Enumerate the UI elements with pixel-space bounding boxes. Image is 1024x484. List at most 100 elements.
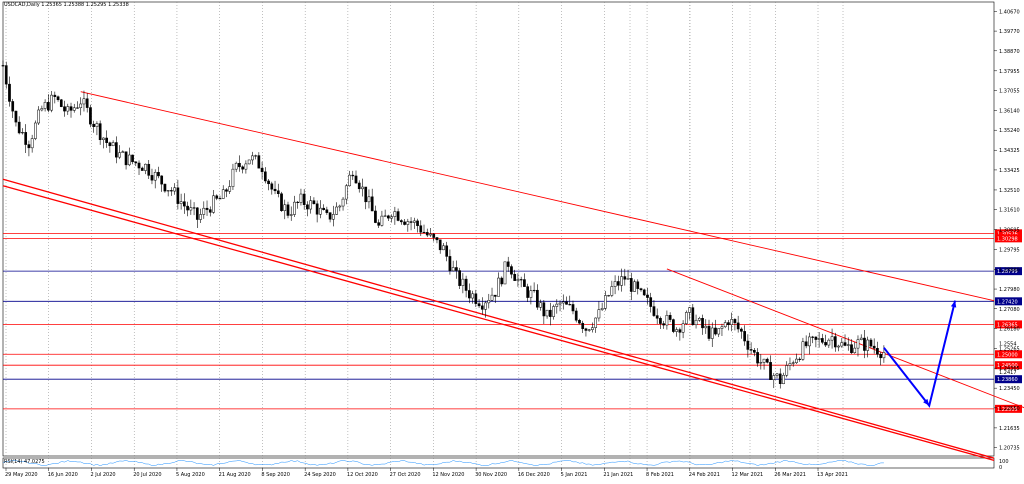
candle-body <box>626 278 630 280</box>
candle-body <box>199 214 202 220</box>
candle-body <box>662 323 666 326</box>
candle-body <box>325 209 329 213</box>
candle-body <box>464 278 468 291</box>
candle-body <box>733 319 737 324</box>
candle-body <box>574 310 578 321</box>
level-price-label: 1.22505 <box>997 407 1018 413</box>
candle-body <box>510 266 513 275</box>
candle-body <box>850 344 853 353</box>
candle-body <box>92 123 96 127</box>
candle-body <box>166 190 170 192</box>
candle-body <box>79 103 83 109</box>
candle-body <box>357 182 361 190</box>
candle-body <box>471 293 474 299</box>
candle-body <box>814 336 818 340</box>
candle-body <box>629 278 633 292</box>
candle-body <box>468 290 471 299</box>
candle-body <box>383 215 387 217</box>
candle-body <box>422 231 426 234</box>
candle-body <box>568 304 572 306</box>
candle-body <box>707 325 711 339</box>
candle-body <box>752 350 756 353</box>
candle-body <box>299 193 303 203</box>
candle-body <box>620 276 623 286</box>
trendlines <box>2 91 1024 462</box>
price-tick-label: 1.31610 <box>999 208 1020 214</box>
candle-body <box>604 295 607 309</box>
candle-body <box>448 256 452 272</box>
candle-body <box>856 339 860 349</box>
candle-body <box>338 205 342 208</box>
level-price-box <box>995 404 1022 413</box>
candle-body <box>393 211 397 217</box>
candle-body <box>688 307 691 313</box>
projection-arrow <box>883 300 957 408</box>
candle-body <box>743 331 746 342</box>
candle-body <box>678 329 682 333</box>
candle-body <box>821 338 824 343</box>
level-price-box <box>995 229 1022 238</box>
price-tick-label: 1.29795 <box>999 247 1020 253</box>
price-tick-label: 1.33425 <box>999 168 1020 174</box>
candle-body <box>1 65 5 67</box>
candle-body <box>827 339 831 346</box>
candle-body <box>584 328 588 331</box>
candle-body <box>163 183 167 192</box>
level-price-label: 1.23860 <box>997 377 1018 383</box>
candle-body <box>487 300 491 304</box>
rsi-scale-top: 100 <box>999 459 1009 465</box>
candle-body <box>782 374 785 384</box>
candle-body <box>633 281 636 292</box>
candle-body <box>69 106 73 111</box>
candle-body <box>526 286 529 298</box>
candle-body <box>639 288 643 291</box>
candle-body <box>642 289 646 296</box>
candle-body <box>137 162 141 169</box>
candle-body <box>714 327 717 335</box>
candle-body <box>127 154 131 166</box>
price-tick-label: 1.30695 <box>999 228 1020 234</box>
rsi-frame <box>2 457 995 469</box>
candle-body <box>124 151 128 166</box>
candle-body <box>824 342 827 346</box>
candle-body <box>367 196 371 203</box>
date-tick-label: 21 Jan 2021 <box>603 472 633 478</box>
date-tick-label: 16 Jun 2020 <box>48 472 78 478</box>
price-tick-label: 1.21635 <box>999 426 1020 432</box>
price-tick-label: 1.32510 <box>999 188 1020 194</box>
candle-body <box>118 152 121 158</box>
price-tick-label: 1.38870 <box>999 49 1020 55</box>
candle-body <box>309 200 313 210</box>
candle-body <box>775 373 779 376</box>
candle-body <box>477 303 481 307</box>
candle-body <box>500 277 504 285</box>
candle-body <box>131 154 134 163</box>
candle-body <box>801 341 805 360</box>
candle-body <box>681 323 685 333</box>
candle-body <box>289 214 293 216</box>
price-tick-label: 1.27080 <box>999 307 1020 313</box>
candle-body <box>354 175 358 184</box>
candle-body <box>425 232 429 236</box>
candle-body <box>817 338 821 340</box>
candle-body <box>344 185 348 200</box>
date-tick-label: 8 Sep 2020 <box>261 472 290 478</box>
candle-body <box>195 207 199 220</box>
candle-body <box>808 336 811 347</box>
candle-body <box>445 245 449 257</box>
price-tick-label: 1.35240 <box>999 128 1020 134</box>
candle-body <box>387 215 390 219</box>
candle-body <box>542 302 546 317</box>
candle-body <box>636 281 640 289</box>
candle-body <box>183 201 186 207</box>
candle-body <box>403 221 406 225</box>
candle-body <box>150 175 154 181</box>
candle-body <box>160 175 164 185</box>
candle-body <box>228 186 232 192</box>
arrowhead <box>950 300 957 308</box>
candle-body <box>704 325 708 329</box>
date-tick-label: 21 Aug 2020 <box>219 472 251 478</box>
